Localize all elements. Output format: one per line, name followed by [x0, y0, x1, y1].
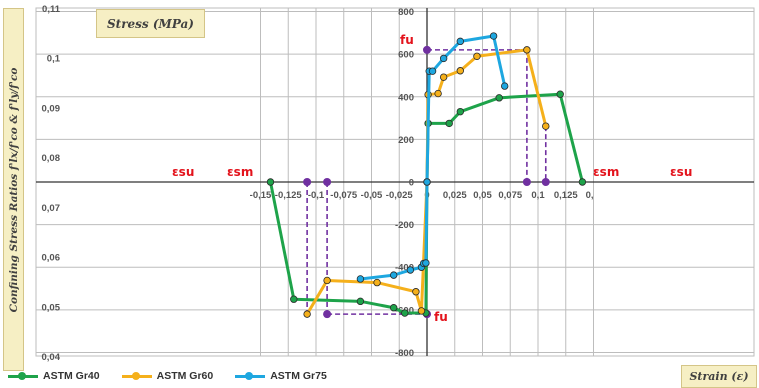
- annotation-label: εsu: [670, 165, 692, 179]
- x-tick-label: 0,05: [473, 190, 492, 201]
- data-point: [473, 52, 481, 60]
- y-tick-label-stress: -400: [395, 263, 414, 274]
- data-point: [422, 259, 430, 267]
- data-point: [523, 46, 531, 54]
- y-tick-label-stress: 800: [398, 7, 414, 18]
- x-tick-label: -0,025: [386, 190, 414, 201]
- data-point: [578, 178, 587, 186]
- primary-y-axis-label: Stress (MPa): [96, 9, 205, 38]
- annotation-label: fu: [400, 33, 414, 47]
- data-point: [266, 178, 275, 186]
- legend-label: ASTM Gr60: [156, 370, 214, 382]
- data-point: [456, 107, 464, 116]
- x-tick-label: -0,05: [361, 190, 383, 201]
- annotation-label: εsu: [172, 165, 194, 179]
- data-point: [439, 73, 448, 81]
- reference-marker: [303, 178, 312, 186]
- x-tick-label: -0,1: [308, 190, 325, 201]
- data-point: [434, 89, 442, 98]
- y-tick-label-ratio: 0,05: [42, 302, 61, 313]
- y-tick-label-ratio: 0,08: [42, 153, 61, 164]
- legend-swatch: [121, 371, 152, 380]
- data-point: [556, 90, 564, 98]
- tick-labels: -0,15 -0,125 -0,1 -0,075 -0,05 -0,025 0 0,025 0,…: [42, 4, 594, 363]
- annotation-label: εsm: [227, 165, 253, 179]
- data-point: [489, 32, 498, 40]
- y-tick-label-ratio: 0,07: [42, 203, 61, 214]
- y-tick-label-stress: -800: [395, 348, 414, 359]
- y-tick-label-ratio: 0,11: [42, 4, 61, 15]
- x-tick-label: -0,075: [330, 190, 358, 201]
- legend-swatch: [8, 371, 38, 380]
- y-tick-label-stress: 200: [398, 135, 414, 146]
- x-axis-label: Strain (ε): [681, 365, 757, 388]
- data-point: [290, 295, 298, 303]
- reference-marker: [423, 45, 431, 54]
- legend: ASTM Gr40 ASTM Gr60 ASTM Gr75: [8, 370, 327, 382]
- legend-swatch: [235, 371, 266, 380]
- y-tick-label-stress: 400: [398, 92, 414, 103]
- legend-item-gr75: ASTM Gr75: [235, 370, 327, 382]
- y-tick-label-stress: -200: [395, 220, 414, 231]
- x-tick-label: 0,075: [498, 190, 522, 201]
- legend-item-gr60: ASTM Gr60: [121, 370, 214, 382]
- data-point: [390, 271, 398, 279]
- x-tick-label: 0,025: [443, 190, 467, 201]
- x-tick-label: 0,125: [554, 190, 578, 201]
- y-tick-label-stress: 0: [409, 178, 414, 189]
- data-point: [542, 122, 550, 130]
- data-point: [373, 278, 381, 287]
- data-point: [445, 119, 453, 128]
- data-point: [417, 307, 426, 315]
- data-point: [356, 297, 365, 306]
- data-point: [456, 37, 464, 46]
- data-point: [412, 288, 420, 296]
- data-point: [501, 82, 509, 90]
- data-point: [439, 54, 448, 63]
- reference-marker: [541, 178, 550, 186]
- data-point: [401, 309, 409, 317]
- reference-marker: [323, 178, 332, 186]
- legend-label: ASTM Gr75: [270, 370, 327, 382]
- data-point: [390, 304, 398, 312]
- reference-marker: [522, 178, 531, 186]
- x-tick-label: -0,125: [275, 190, 303, 201]
- data-point: [428, 67, 437, 75]
- y-tick-label-ratio: 0,06: [42, 253, 61, 264]
- reference-lines: [303, 45, 550, 319]
- y-tick-label-ratio: 0,04: [42, 352, 61, 363]
- annotation-label: fu: [434, 310, 448, 324]
- axes: [36, 8, 754, 356]
- data-point: [456, 67, 464, 75]
- legend-label: ASTM Gr40: [43, 370, 100, 382]
- annotations: fu fu εsu εsm εsm εsu: [172, 33, 692, 324]
- x-tick-label: -0,15: [250, 190, 272, 201]
- series-layer: [266, 32, 587, 318]
- y-tick-label-ratio: 0,09: [42, 103, 61, 114]
- data-point: [495, 94, 503, 102]
- secondary-y-axis-label: Confining Stress Ratios f'lx/f'co & f'ly…: [3, 8, 24, 371]
- data-point: [406, 266, 415, 274]
- y-tick-label-stress: 600: [398, 50, 414, 61]
- data-point: [303, 310, 311, 318]
- x-tick-label: 0,1: [531, 190, 545, 201]
- y-tick-label-ratio: 0,1: [47, 54, 61, 65]
- annotation-label: εsm: [593, 165, 619, 179]
- data-point: [356, 275, 365, 283]
- data-point: [423, 178, 431, 186]
- x-tick-label: 0,: [586, 190, 594, 201]
- data-point: [323, 276, 331, 285]
- reference-marker: [323, 310, 332, 319]
- legend-item-gr40: ASTM Gr40: [8, 370, 100, 382]
